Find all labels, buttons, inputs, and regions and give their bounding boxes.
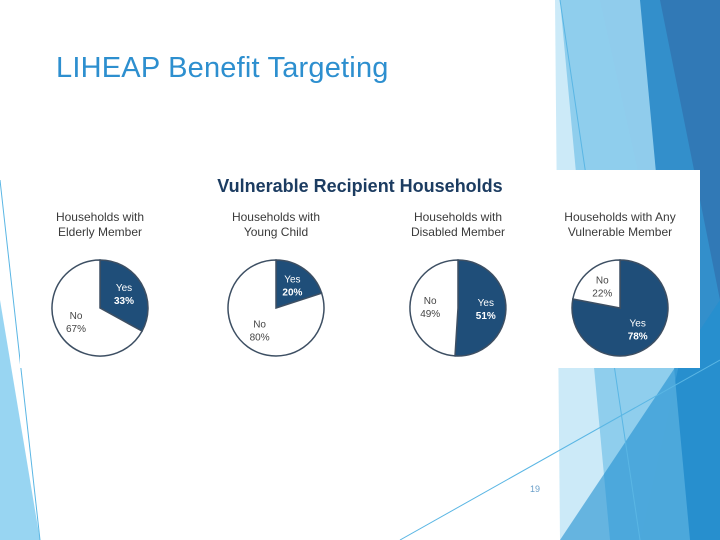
pie-title-line: Disabled Member (410, 225, 506, 239)
page-number: 19 (530, 484, 541, 494)
slide-title: LIHEAP Benefit Targeting (56, 52, 389, 84)
pie-data-label: 49% (420, 309, 440, 320)
chart-title: Vulnerable Recipient Households (217, 176, 503, 196)
pie-data-label: No (253, 320, 266, 331)
pie-title-line: Households with Any (564, 210, 676, 224)
pie-slice-no (51, 259, 144, 357)
pie-data-label: Yes (630, 319, 646, 330)
pie-data-label: No (596, 276, 609, 287)
pie-title-line: Households with (231, 210, 321, 224)
pie-title: Households with Any Vulnerable Member (540, 210, 700, 240)
pie-data-label: 78% (628, 332, 648, 343)
pie-slice-yes (99, 259, 149, 333)
deco-thin-line-b (399, 359, 720, 540)
pie-title-line: Young Child (243, 225, 309, 239)
pie-slice-yes (454, 259, 507, 357)
pie-title: Households with Young Child (196, 210, 356, 240)
pie-title-line: Households with (55, 210, 145, 224)
pie-data-label: Yes (116, 283, 132, 294)
pie-slice-no (227, 259, 325, 357)
chart-panel: Vulnerable Recipient Households Househol… (20, 170, 700, 368)
pie-data-label: 22% (592, 289, 612, 300)
pie-disabled: Households with Disabled Member Yes 51% No… (378, 208, 538, 368)
pie-data-label: 51% (476, 311, 496, 322)
pie-slice-no (571, 259, 621, 309)
pie-title-line: Elderly Member (57, 225, 143, 239)
pie-chart: Yes 78% No 22% (571, 259, 669, 357)
pie-data-label: 67% (66, 324, 86, 335)
pie-data-label: Yes (284, 275, 300, 286)
pie-data-label: No (70, 311, 83, 322)
pie-data-label: 80% (250, 333, 270, 344)
deco-left-strip (0, 300, 40, 540)
pie-young-child: Households with Young Child Yes 20% No 80% (196, 208, 356, 368)
pie-slice-yes (275, 259, 323, 310)
pie-data-label: Yes (478, 298, 494, 309)
pie-title: Households with Disabled Member (378, 210, 538, 240)
pie-data-label: No (424, 296, 437, 307)
pie-any-vulnerable: Households with Any Vulnerable Member Ye… (540, 208, 700, 368)
pie-chart: Yes 20% No 80% (227, 259, 325, 357)
pie-elderly: Households with Elderly Member Yes 33% No 6… (20, 208, 180, 368)
pie-title: Households with Elderly Member (20, 210, 180, 240)
pie-data-label: 33% (114, 296, 134, 307)
pie-chart: Yes 51% No 49% (409, 259, 507, 357)
pie-title-line: Vulnerable Member (567, 225, 673, 239)
pie-slice-no (409, 259, 459, 357)
pie-chart: Yes 33% No 67% (51, 259, 149, 357)
pie-title-line: Households with (413, 210, 503, 224)
pie-data-label: 20% (282, 288, 302, 299)
